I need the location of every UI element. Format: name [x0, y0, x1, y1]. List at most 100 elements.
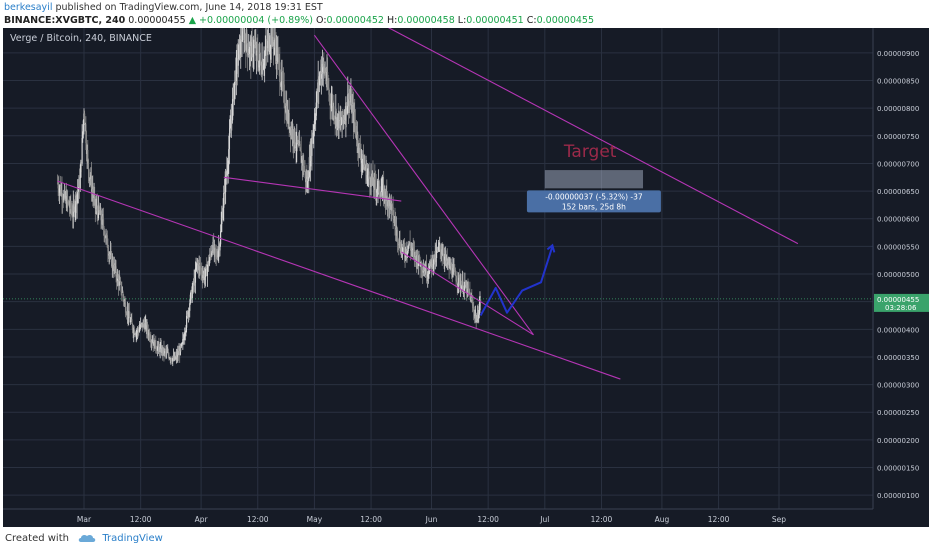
- candle-body: [411, 249, 413, 251]
- candle-body: [182, 338, 184, 344]
- candle-body: [115, 266, 117, 277]
- candle-body: [195, 268, 197, 269]
- candle-body: [247, 53, 249, 55]
- price-chart[interactable]: 0.00000100 0.00000150 0.00000200 0.00000250…: [3, 28, 929, 527]
- candle-body: [185, 327, 187, 333]
- candle-body: [477, 312, 479, 319]
- candle-body: [268, 37, 270, 52]
- candle-body: [330, 103, 332, 109]
- candle-body: [359, 143, 361, 148]
- candle-body: [196, 261, 198, 264]
- candle-body: [447, 262, 449, 264]
- candle-body: [434, 254, 436, 262]
- candle-body: [95, 207, 97, 209]
- candle-body: [102, 216, 104, 220]
- candle-body: [68, 201, 70, 206]
- candle-body: [478, 314, 480, 319]
- candle-body: [209, 253, 211, 261]
- candle-body: [458, 275, 460, 278]
- candle-body: [255, 45, 258, 56]
- candle-body: [400, 247, 402, 254]
- candle-body: [277, 54, 279, 63]
- candle-body: [330, 103, 333, 109]
- candle-body: [56, 182, 59, 184]
- candle-body: [412, 247, 414, 250]
- candle-body: [378, 181, 380, 193]
- candle-body: [238, 39, 241, 46]
- candle-body: [274, 38, 276, 43]
- chart-panel[interactable]: 0.00000100 0.00000150 0.00000200 0.00000250…: [3, 28, 929, 527]
- candle-body: [470, 297, 472, 302]
- candle-body: [433, 254, 435, 264]
- candle-body: [189, 303, 191, 311]
- candle-body: [208, 261, 210, 266]
- candle-body: [394, 219, 396, 225]
- candle-body: [196, 263, 198, 269]
- candle-body: [145, 321, 147, 324]
- candle-body: [158, 343, 160, 347]
- candle-body: [181, 343, 183, 344]
- candle-body: [454, 270, 457, 276]
- candle-body: [102, 219, 105, 229]
- candle-body: [192, 282, 195, 285]
- candle-body: [452, 268, 454, 278]
- candle-body: [377, 183, 379, 190]
- candle-body: [297, 142, 299, 144]
- candle-body: [361, 160, 363, 163]
- candle-body: [70, 209, 73, 212]
- candle-body: [133, 329, 135, 334]
- candle-body: [184, 334, 186, 339]
- candle-body: [294, 145, 297, 148]
- x-tick-label: 12:00: [360, 515, 382, 524]
- tradingview-link[interactable]: TradingView: [102, 533, 163, 544]
- candle-body: [255, 44, 257, 56]
- candle-body: [190, 290, 192, 295]
- candle-body: [155, 348, 157, 350]
- candle-body: [107, 247, 109, 252]
- candle-body: [165, 351, 167, 353]
- candle-body: [357, 147, 360, 154]
- candle-body: [327, 72, 329, 85]
- candle-body: [432, 258, 434, 268]
- candle-body: [439, 245, 441, 247]
- candle-body: [409, 242, 411, 247]
- candle-body: [432, 263, 434, 268]
- candle-body: [441, 253, 443, 256]
- candle-body: [410, 246, 412, 251]
- candle-body: [393, 219, 395, 221]
- candle-body: [384, 189, 386, 198]
- candle-body: [91, 189, 93, 192]
- candle-body: [97, 204, 100, 219]
- publish-info: berkesayil published on TradingView.com,…: [4, 2, 323, 13]
- candle-body: [292, 129, 294, 142]
- candle-body: [266, 45, 268, 49]
- candle-body: [389, 196, 391, 200]
- candle-body: [295, 147, 297, 149]
- candle-body: [89, 177, 91, 180]
- candle-body: [123, 300, 125, 302]
- candle-body: [307, 176, 309, 182]
- candle-body: [427, 274, 429, 276]
- candle-body: [63, 190, 66, 194]
- candle-body: [94, 195, 96, 197]
- candle-body: [237, 58, 239, 66]
- candle-body: [58, 188, 61, 193]
- candle-body: [308, 157, 310, 178]
- symbol-label: BINANCE:XVGBTC, 240: [4, 15, 126, 26]
- candle-body: [114, 264, 116, 270]
- candle-body: [233, 87, 235, 99]
- candle-body: [80, 162, 83, 164]
- candle-body: [174, 356, 176, 360]
- candle-body: [169, 358, 171, 360]
- candle-body: [87, 149, 89, 160]
- author-link[interactable]: berkesayil: [4, 2, 53, 13]
- candle-body: [65, 196, 67, 199]
- candle-body: [89, 177, 91, 179]
- candle-body: [416, 255, 418, 264]
- candle-body: [456, 281, 458, 283]
- candle-body: [167, 352, 169, 356]
- candle-body: [390, 203, 392, 210]
- candle-body: [320, 72, 322, 79]
- candle-body: [351, 104, 353, 113]
